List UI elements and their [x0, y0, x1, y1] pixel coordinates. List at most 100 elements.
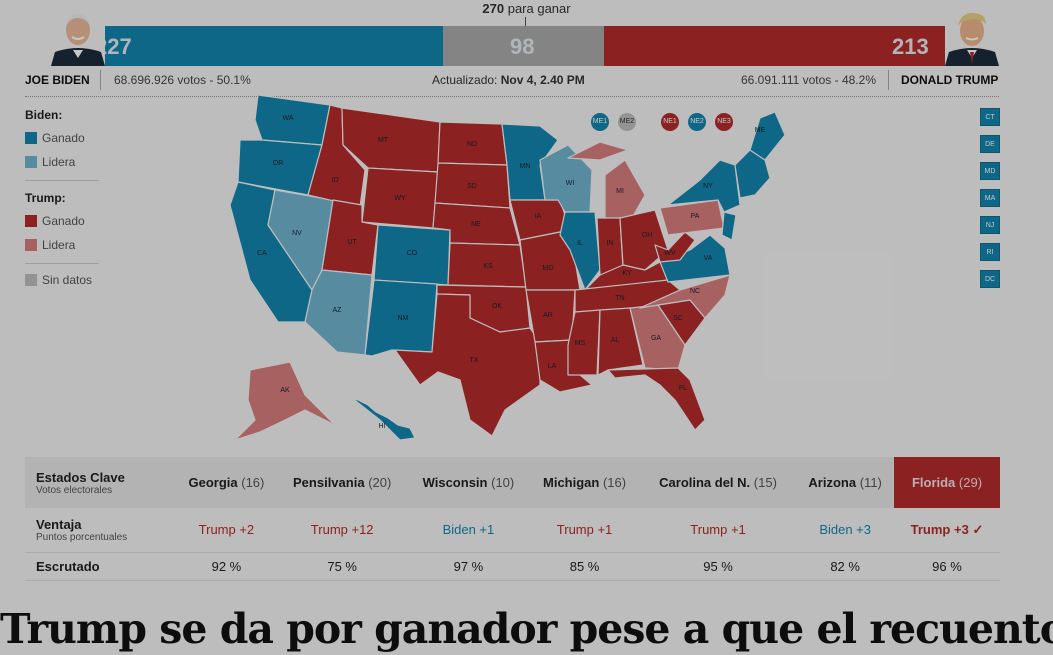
margin-carolina-del-norte: Trump +1 — [690, 522, 746, 538]
swatch — [25, 274, 37, 286]
state-label: WY — [394, 195, 406, 202]
state-MI-UP[interactable] — [567, 141, 629, 161]
biden-popular-votes: 68.696.926 votos - 50.1% — [114, 73, 251, 87]
state-ME[interactable] — [749, 111, 786, 161]
state-label: KY — [622, 270, 632, 277]
trump-popular-votes: 66.091.111 votos - 48.2% — [741, 73, 876, 87]
margin-arizona: Biden +3 — [819, 522, 871, 538]
state-label: ID — [332, 177, 339, 184]
undecided-electoral-votes: 98 — [510, 34, 535, 59]
article-headline[interactable]: Trump se da por ganador pese a que el re… — [0, 605, 1053, 653]
district-me1[interactable]: ME1 — [591, 113, 609, 131]
state-label: OK — [492, 303, 502, 310]
state-label: KS — [483, 263, 493, 270]
state-label: TX — [470, 357, 479, 364]
row-header-counted: Escrutado — [36, 558, 100, 574]
updated-time: Actualizado: Nov 4, 2.40 PM — [432, 73, 585, 87]
district-ne2[interactable]: NE2 — [688, 113, 706, 131]
row-header-margin: Ventaja Puntos porcentuales — [36, 516, 128, 543]
state-MI[interactable] — [604, 159, 646, 219]
legend-trump-title: Trump: — [25, 191, 66, 205]
district-ne3[interactable]: NE3 — [715, 113, 733, 131]
key-state-florida[interactable]: Florida (29) — [894, 457, 1000, 508]
state-label: SC — [673, 315, 683, 322]
key-state-pensilvania[interactable]: Pensilvania (20) — [293, 475, 392, 490]
district-ne1[interactable]: NE1 — [661, 113, 679, 131]
state-NJ[interactable] — [721, 211, 737, 241]
small-state-ct[interactable]: CT — [980, 108, 1000, 126]
counted-georgia: 92 % — [211, 558, 242, 574]
state-label: HI — [379, 423, 386, 430]
state-label: WV — [664, 250, 676, 257]
swatch — [25, 132, 37, 144]
small-state-ri[interactable]: RI — [980, 243, 1000, 261]
key-state-michigan[interactable]: Michigan (16) — [543, 475, 627, 490]
state-label: IL — [577, 240, 583, 247]
state-label: SD — [467, 183, 477, 190]
map-legend: Biden: Ganado Lidera Trump: Ganado Lider… — [25, 108, 105, 287]
state-label: NC — [690, 288, 700, 295]
state-FL[interactable] — [607, 367, 706, 431]
swatch — [25, 156, 37, 168]
trump-avatar — [945, 6, 999, 66]
biden-name: JOE BIDEN — [25, 73, 90, 87]
state-HI[interactable] — [351, 397, 416, 441]
small-state-nj[interactable]: NJ — [980, 216, 1000, 234]
table-row: Ventaja Puntos porcentuales Trump +2 Tru… — [25, 508, 1000, 552]
state-label: VA — [704, 255, 713, 262]
trump-name: DONALD TRUMP — [901, 73, 999, 87]
state-label: AK — [280, 387, 290, 394]
state-label: UT — [347, 239, 357, 246]
small-state-de[interactable]: DE — [980, 135, 1000, 153]
state-OH[interactable] — [619, 209, 669, 271]
small-state-dc[interactable]: DC — [980, 270, 1000, 288]
state-label: NE — [471, 221, 481, 228]
counted-arizona: 82 % — [830, 558, 860, 574]
key-state-arizona[interactable]: Arizona (11) — [808, 475, 882, 490]
legend-divider — [25, 180, 99, 181]
divider — [888, 70, 889, 90]
key-state-carolina-del-norte[interactable]: Carolina del N. (15) — [659, 475, 777, 490]
counted-carolina-del-norte: 95 % — [703, 558, 733, 574]
state-label: MS — [575, 340, 586, 347]
to-win-label: 270 para ganar — [482, 1, 571, 16]
state-label: WI — [566, 180, 575, 187]
trump-bar — [604, 26, 949, 66]
state-AZ[interactable] — [304, 269, 373, 356]
counted-florida: 96 % — [932, 558, 962, 574]
state-label: TN — [615, 295, 624, 302]
biden-bar — [85, 26, 443, 66]
state-label: AL — [611, 337, 620, 344]
state-label: ME — [755, 127, 766, 134]
state-MS[interactable] — [567, 309, 601, 376]
state-AK[interactable] — [234, 361, 336, 441]
legend-divider — [25, 263, 99, 264]
small-state-md[interactable]: MD — [980, 162, 1000, 180]
legend-trump-leads: Lidera — [25, 238, 105, 252]
legend-biden-title: Biden: — [25, 108, 63, 122]
district-me2[interactable]: ME2 — [618, 113, 636, 131]
state-label: CO — [407, 250, 418, 257]
key-states-table: Estados Clave Votos electorales Georgia … — [25, 457, 1000, 581]
state-AL[interactable] — [597, 307, 644, 376]
state-NM[interactable] — [364, 279, 438, 357]
margin-florida: Trump +3 ✓ — [910, 521, 984, 537]
swatch — [25, 239, 37, 251]
legend-biden-won: Ganado — [25, 131, 105, 145]
key-state-georgia[interactable]: Georgia (16) — [188, 475, 265, 490]
state-label: WA — [282, 115, 293, 122]
counted-michigan: 85 % — [569, 558, 600, 574]
biden-avatar — [51, 6, 105, 66]
state-label: MO — [542, 265, 554, 272]
state-WV[interactable] — [654, 231, 696, 263]
state-label: NV — [292, 230, 302, 237]
small-state-ma[interactable]: MA — [980, 189, 1000, 207]
state-TX[interactable] — [394, 293, 541, 437]
divider — [100, 70, 101, 90]
counted-wisconsin: 97 % — [453, 558, 484, 574]
trump-electoral-votes: 213 — [892, 34, 929, 59]
state-VA[interactable] — [659, 234, 731, 283]
legend-no-data: Sin datos — [25, 273, 105, 287]
key-state-wisconsin[interactable]: Wisconsin (10) — [422, 475, 515, 490]
state-NC[interactable] — [639, 274, 731, 319]
